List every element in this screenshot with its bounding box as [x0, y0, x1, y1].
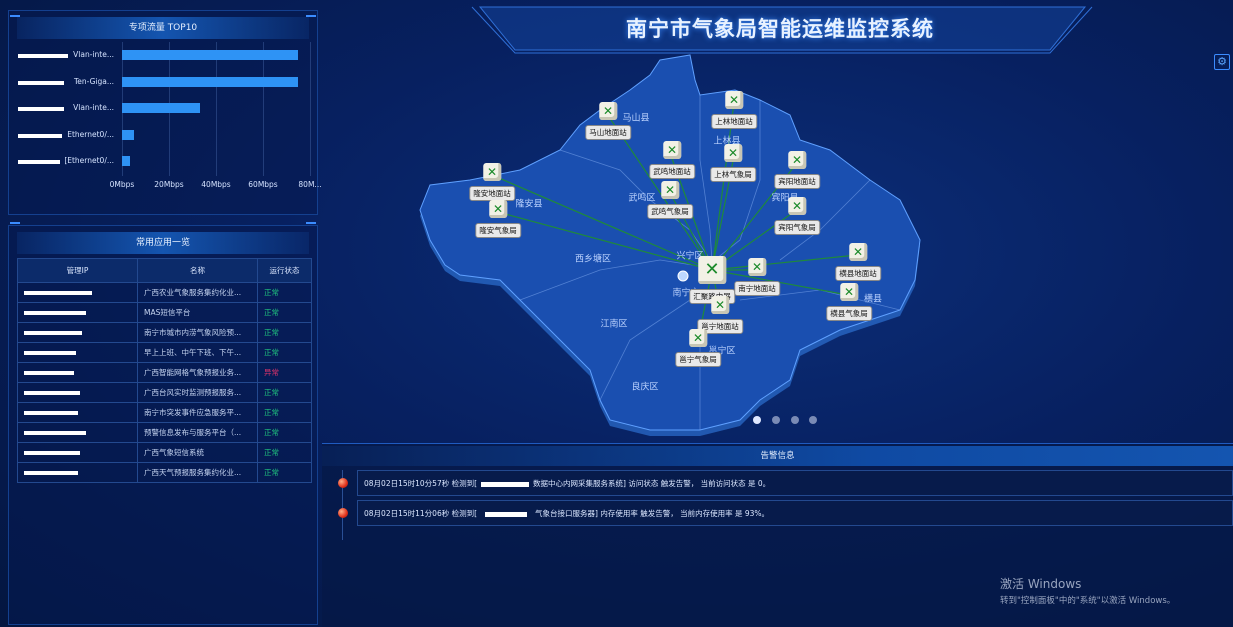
- alerts-title: 告警信息: [322, 446, 1233, 466]
- grid-line: [310, 42, 311, 176]
- map-node[interactable]: 宾阳地面站: [774, 151, 820, 189]
- status-cell: 正常: [257, 462, 312, 483]
- district-label: 良庆区: [631, 382, 659, 393]
- district-label: 宾阳县: [771, 193, 799, 204]
- district-label: 南宁市: [672, 288, 700, 299]
- y-category-label: [Ethernet0/...: [64, 156, 114, 165]
- pager-dot-3[interactable]: [791, 416, 799, 424]
- district-label: 武鸣区: [628, 193, 656, 204]
- table-row[interactable]: 广西台风实时监测预报服务... 正常: [17, 382, 312, 403]
- y-category-label: Vlan-inte...: [73, 50, 114, 59]
- map-node[interactable]: 隆安地面站: [469, 163, 515, 201]
- col-ip: 管理IP: [17, 258, 138, 283]
- grid-line: [263, 42, 264, 176]
- gear-icon: ⚙: [1217, 55, 1227, 68]
- apps-table: 管理IP 名称 运行状态 广西农业气象服务集约化业... 正常 MAS短信平台 正常南…: [17, 258, 312, 483]
- router-icon: [698, 256, 726, 284]
- x-tick-label: 80M...: [298, 180, 322, 189]
- switch-icon: [661, 181, 679, 199]
- y-category-label: Ethernet0/...: [67, 129, 114, 139]
- switch-icon: [663, 141, 681, 159]
- map-node[interactable]: 横县地面站: [835, 243, 881, 281]
- y-category-label: Vlan-inte...: [73, 103, 114, 112]
- grid-line: [216, 42, 217, 176]
- pager-dot-1[interactable]: [753, 416, 761, 424]
- x-tick-label: 20Mbps: [154, 180, 184, 189]
- redacted-label: [18, 107, 64, 111]
- table-row[interactable]: 早上上班、中午下班、下午... 正常: [17, 342, 312, 363]
- district-label: 西乡塘区: [574, 254, 612, 265]
- x-tick-label: 0Mbps: [109, 180, 135, 189]
- map-node[interactable]: 邕宁地面站: [697, 296, 743, 334]
- table-row[interactable]: 南宁市突发事件应急服务平... 正常: [17, 402, 312, 423]
- switch-icon: [599, 102, 617, 120]
- map-node[interactable]: 武鸣地面站: [649, 141, 695, 179]
- col-status: 运行状态: [257, 258, 312, 283]
- pager-dot-4[interactable]: [809, 416, 817, 424]
- y-category-label: Ten-Giga...: [73, 76, 114, 86]
- redacted-label: [18, 80, 64, 85]
- district-label: 横县: [863, 294, 883, 305]
- district-borders: [519, 95, 901, 430]
- switch-icon: [483, 163, 501, 181]
- pager-dot-2[interactable]: [772, 416, 780, 424]
- switch-icon: [849, 243, 867, 261]
- city-marker: [677, 270, 689, 282]
- traffic-bar[interactable]: [122, 129, 134, 140]
- map-node[interactable]: 马山地面站: [585, 102, 631, 140]
- x-tick-label: 40Mbps: [201, 180, 231, 189]
- district-label: 隆安县: [515, 199, 543, 210]
- table-row[interactable]: 广西农业气象服务集约化业... 正常: [17, 282, 312, 303]
- map-node[interactable]: 隆安气象局: [475, 200, 521, 238]
- alert-icon: [338, 508, 348, 518]
- map-node[interactable]: 武鸣气象局: [647, 181, 693, 219]
- apps-title: 常用应用一览: [17, 232, 309, 254]
- map-node[interactable]: 宾阳气象局: [774, 197, 820, 235]
- traffic-title: 专项流量 TOP10: [17, 17, 309, 39]
- table-row[interactable]: 广西智能网格气象预报业务... 异常: [17, 362, 312, 383]
- redacted-label: [18, 54, 68, 58]
- switch-icon: [489, 200, 507, 218]
- switch-icon: [711, 296, 729, 314]
- district-label: 上林县: [713, 136, 741, 147]
- traffic-bar[interactable]: [122, 156, 131, 166]
- redacted-label: [18, 133, 62, 138]
- watermark-title: 激活 Windows: [1000, 577, 1082, 591]
- traffic-bar[interactable]: [122, 76, 299, 87]
- district-label: 马山县: [622, 113, 650, 124]
- traffic-bar[interactable]: [122, 50, 299, 60]
- map-region: [419, 54, 921, 431]
- table-row[interactable]: 广西天气预报服务集约化业... 正常: [17, 462, 312, 483]
- map-node[interactable]: 邕宁气象局: [675, 329, 721, 367]
- map-node[interactable]: 上林地面站: [711, 91, 757, 129]
- title-banner: [471, 6, 1093, 54]
- district-label: 兴宁区: [676, 251, 704, 262]
- switch-icon: [748, 258, 766, 276]
- switch-icon: [788, 151, 806, 169]
- col-name: 名称: [137, 258, 258, 283]
- status-cell: 正常: [257, 302, 312, 323]
- alert-item[interactable]: 08月02日15时11分06秒 检测到[气象台接口服务器] 内存使用率 触发告警…: [357, 500, 1233, 526]
- traffic-bar[interactable]: [122, 103, 200, 113]
- switch-icon: [788, 197, 806, 215]
- switch-icon: [840, 283, 858, 301]
- switch-icon: [725, 91, 743, 109]
- table-row[interactable]: 广西气象短信系统 正常: [17, 442, 312, 463]
- page-title: 南宁市气象局智能运维监控系统: [626, 17, 934, 41]
- redacted-label: [18, 160, 60, 164]
- map-node[interactable]: 上林气象局: [710, 144, 756, 182]
- district-label: 邕宁区: [708, 346, 736, 357]
- district-label: 江南区: [600, 319, 628, 330]
- map-node[interactable]: 横县气象局: [826, 283, 872, 321]
- watermark-text: 转到"控制面板"中的"系统"以激活 Windows。: [1000, 596, 1176, 606]
- alert-icon: [338, 478, 348, 488]
- map-node[interactable]: 南宁地面站: [734, 258, 780, 296]
- table-row[interactable]: 预警信息发布与服务平台（... 正常: [17, 422, 312, 443]
- alert-item[interactable]: 08月02日15时10分57秒 检测到[数据中心内网采集服务系统] 访问状态 触…: [357, 470, 1233, 496]
- x-tick-label: 60Mbps: [248, 180, 278, 189]
- settings-button[interactable]: ⚙: [1214, 54, 1230, 70]
- switch-icon: [724, 144, 742, 162]
- switch-icon: [689, 329, 707, 347]
